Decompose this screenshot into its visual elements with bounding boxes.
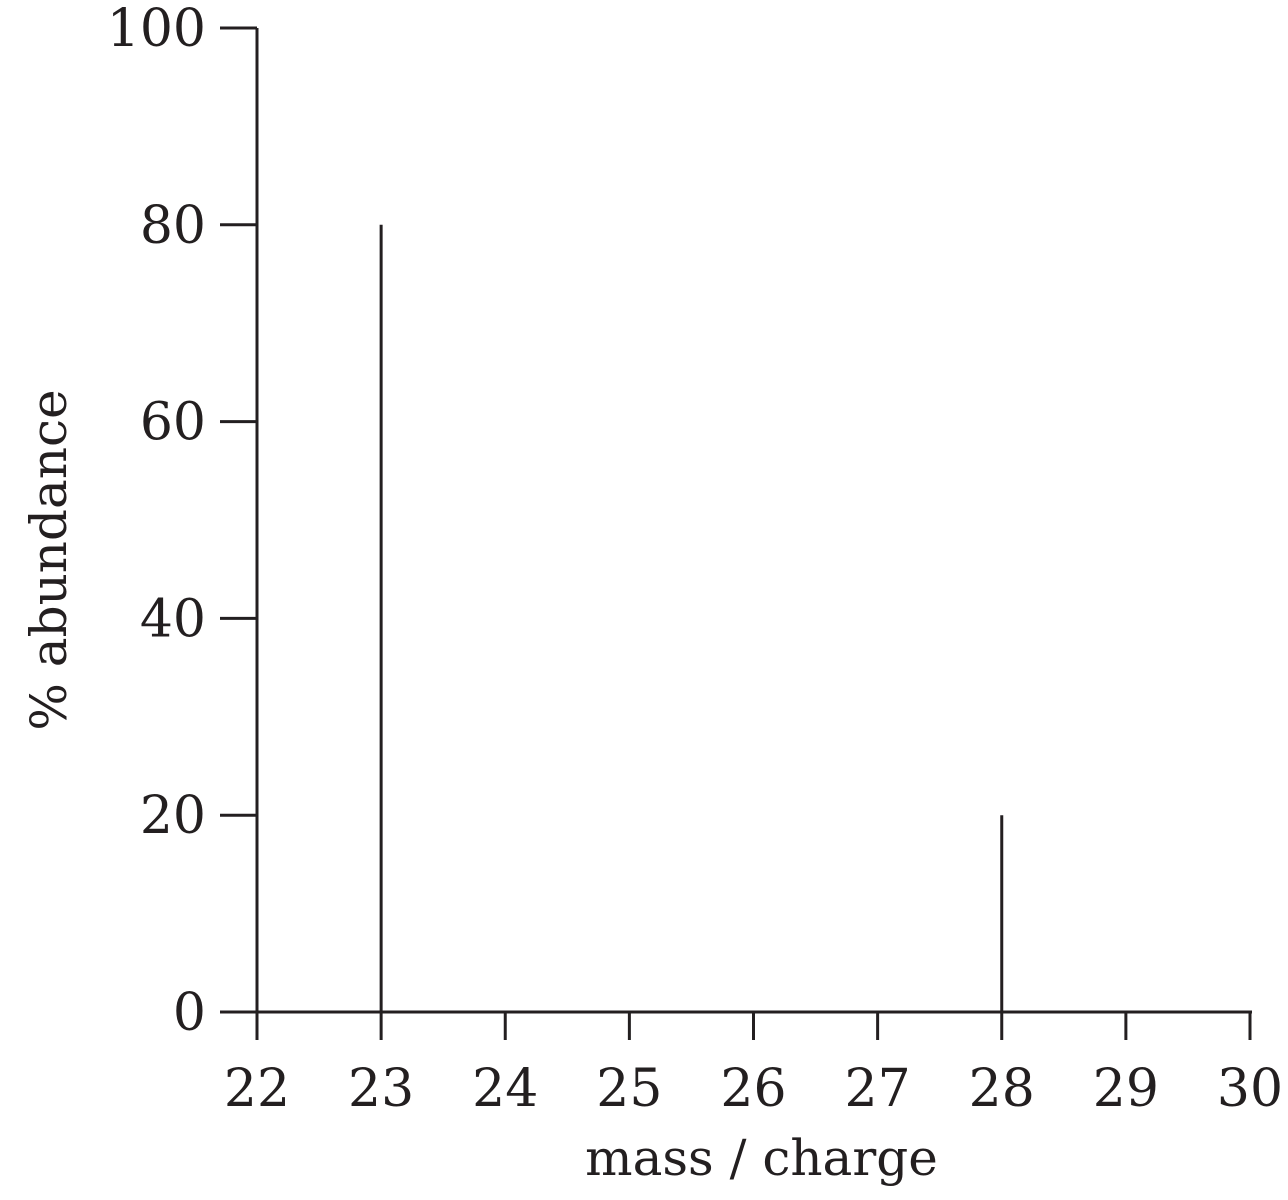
x-axis-ticks: 22 23 24 25 26 27 28 29 30 bbox=[224, 1012, 1283, 1119]
y-axis-ticks: 0 20 40 60 80 100 bbox=[107, 0, 257, 1043]
y-tick-label: 0 bbox=[173, 983, 206, 1043]
data-lines bbox=[379, 224, 1004, 1012]
x-tick-label: 25 bbox=[596, 1059, 662, 1119]
x-axis-title: mass / charge bbox=[585, 1129, 938, 1187]
x-tick-label: 23 bbox=[348, 1059, 414, 1119]
y-tick-label: 60 bbox=[140, 393, 206, 453]
x-tick-label: 22 bbox=[224, 1059, 290, 1119]
y-tick-label: 100 bbox=[107, 0, 206, 59]
x-tick-label: 28 bbox=[969, 1059, 1035, 1119]
y-axis-title: % abundance bbox=[20, 389, 78, 730]
x-tick-label: 29 bbox=[1093, 1059, 1159, 1119]
y-tick-label: 40 bbox=[140, 589, 206, 649]
y-tick-label: 20 bbox=[140, 786, 206, 846]
x-tick-label: 26 bbox=[720, 1059, 786, 1119]
x-tick-label: 24 bbox=[472, 1059, 538, 1119]
x-tick-label: 30 bbox=[1217, 1059, 1283, 1119]
y-tick-label: 80 bbox=[140, 196, 206, 256]
x-tick-label: 27 bbox=[845, 1059, 911, 1119]
